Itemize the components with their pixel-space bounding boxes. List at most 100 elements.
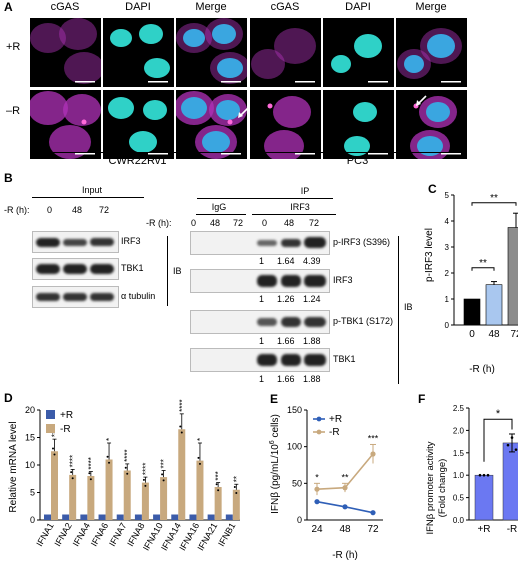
micrograph-pc3-r1-merge bbox=[396, 90, 467, 159]
c-ytick-label: 5 bbox=[445, 191, 450, 200]
d-point bbox=[126, 472, 129, 475]
d-bar-plus-r bbox=[44, 514, 51, 520]
input-ib-label: IB bbox=[173, 266, 182, 276]
scale-bar bbox=[441, 81, 461, 83]
d-bar-plus-r bbox=[189, 514, 197, 520]
d-bar-minus-r bbox=[214, 487, 222, 520]
ip-time-igg-72: 72 bbox=[233, 218, 244, 228]
f-point bbox=[478, 473, 482, 477]
d-bar-plus-r bbox=[207, 514, 215, 520]
e-ytick-label: 0 bbox=[297, 515, 302, 525]
d-xtick-label: IFNB1 bbox=[216, 521, 237, 548]
d-ytick-label: 5 bbox=[30, 488, 35, 498]
ip-quant-3-0: 1 bbox=[259, 374, 265, 384]
ip-label-irf3: IRF3 bbox=[333, 275, 353, 285]
d-sig-label: **** bbox=[69, 455, 78, 467]
ip-quant-2-2: 1.88 bbox=[303, 336, 321, 346]
scale-bar bbox=[75, 153, 95, 155]
panel-b-label: B bbox=[4, 171, 13, 185]
f-ytick-label: 2.0 bbox=[453, 426, 465, 435]
channel-header-dapi-1: DAPI bbox=[125, 1, 151, 13]
micrograph-pc3-r0-dapi bbox=[323, 18, 394, 87]
f-ytick-label: 1.0 bbox=[453, 471, 465, 480]
d-sig-label: *** bbox=[214, 471, 223, 480]
d-ytick-label: 15 bbox=[25, 433, 35, 443]
c-sig-bracket bbox=[471, 267, 495, 271]
e-point bbox=[314, 486, 320, 492]
panel-c-label: C bbox=[428, 182, 437, 196]
f-ylabel: IFNβ promoter activity bbox=[425, 441, 436, 534]
panel-f-label: F bbox=[418, 392, 426, 406]
e-sig-label: * bbox=[315, 472, 319, 482]
d-sig-label: * bbox=[196, 438, 205, 441]
e-xtick-label: 24 bbox=[311, 524, 323, 535]
d-bar-plus-r bbox=[225, 514, 233, 520]
e-point bbox=[370, 451, 376, 457]
d-point bbox=[144, 484, 147, 487]
d-bar-plus-r bbox=[80, 514, 88, 520]
panel-f-chart: 0.0 0.5 1.0 1.5 2.0 2.5 +R -R * IFNβ promoter ac… bbox=[425, 404, 518, 535]
cell-line-cwr22rv1: CWR22Rv1 bbox=[108, 155, 167, 167]
scale-bar bbox=[148, 153, 168, 155]
d-ytick-label: 0 bbox=[30, 515, 35, 525]
e-xtick-label: 48 bbox=[339, 524, 351, 535]
input-title: Input bbox=[81, 185, 103, 195]
d-sig-label: * bbox=[105, 438, 114, 441]
ip-igg-label: IgG bbox=[211, 202, 227, 212]
ip-blot-tbk1 bbox=[190, 348, 330, 372]
c-xlabel: -R (h) bbox=[469, 364, 495, 375]
d-point bbox=[179, 425, 182, 428]
d-sig-label: **** bbox=[123, 449, 132, 461]
ip-blot-irf3 bbox=[190, 269, 330, 293]
e-ytick-label: 150 bbox=[287, 405, 302, 415]
cwr-underline bbox=[30, 152, 245, 153]
ip-label-tbk1: TBK1 bbox=[333, 354, 356, 364]
e-legend-label: +R bbox=[329, 414, 342, 425]
d-sig-label: **** bbox=[141, 463, 150, 475]
d-point bbox=[233, 486, 236, 488]
d-bar-minus-r bbox=[178, 429, 186, 520]
c-sig-label: ** bbox=[479, 258, 487, 269]
d-bar-plus-r bbox=[116, 514, 124, 520]
channel-header-merge-5: Merge bbox=[415, 1, 447, 13]
c-ytick-label: 0 bbox=[445, 321, 450, 330]
channel-header-cgas-0: cGAS bbox=[50, 1, 80, 13]
micrograph-pc3-r0-merge bbox=[396, 18, 467, 87]
scale-bar bbox=[148, 81, 168, 83]
panel-d-chart: 05101520**IFNA1****IFNA2****IFNA4*IFNA6*… bbox=[8, 399, 241, 552]
e-sig-label: ** bbox=[341, 472, 349, 482]
ip-quant-2-0: 1 bbox=[259, 336, 265, 346]
d-legend-swatch bbox=[46, 410, 55, 419]
panel-c-chart: 0 1 2 3 4 5 0 48 72 ** ** p-IRF3 level -R (h) bbox=[424, 191, 518, 375]
c-ytick-label: 1 bbox=[445, 295, 450, 304]
e-legend-label: -R bbox=[329, 427, 340, 438]
scale-bar bbox=[368, 153, 388, 155]
input-blot-tbk1 bbox=[32, 258, 119, 280]
pc3-underline bbox=[250, 152, 465, 153]
ip-time-irf3-0: 0 bbox=[262, 218, 268, 228]
scale-bar bbox=[75, 81, 95, 83]
d-bar-minus-r bbox=[105, 459, 113, 520]
d-point bbox=[235, 492, 238, 495]
micrograph-cwr-r0-merge bbox=[176, 18, 247, 87]
d-bar-minus-r bbox=[51, 451, 58, 520]
d-point bbox=[70, 471, 73, 474]
d-legend-label: -R bbox=[60, 424, 71, 435]
input-r-label: -R (h): bbox=[4, 205, 30, 215]
ip-blot-p-irf3 bbox=[190, 231, 330, 255]
d-point bbox=[71, 477, 74, 480]
channel-header-dapi-4: DAPI bbox=[345, 1, 371, 13]
scale-bar bbox=[368, 81, 388, 83]
ip-time-irf3-48: 48 bbox=[284, 218, 295, 228]
ip-label-p-irf3: p-IRF3 (S396) bbox=[333, 237, 391, 247]
d-point bbox=[162, 479, 165, 482]
f-point bbox=[506, 443, 510, 447]
d-bar-minus-r bbox=[123, 470, 131, 520]
d-point bbox=[215, 483, 218, 486]
c-ylabel: p-IRF3 level bbox=[424, 228, 435, 282]
d-bar-plus-r bbox=[62, 514, 70, 520]
cell-line-pc3: PC3 bbox=[346, 155, 369, 167]
ip-title-line bbox=[197, 198, 333, 199]
e-legend-marker bbox=[316, 429, 322, 435]
d-legend-label: +R bbox=[60, 410, 73, 421]
